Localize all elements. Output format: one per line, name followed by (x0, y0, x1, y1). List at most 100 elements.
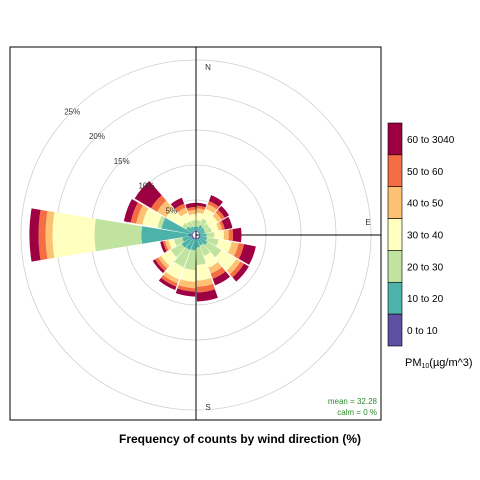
compass-labels: N E S (205, 63, 371, 412)
sector-290-band-4 (136, 205, 149, 225)
legend-swatch (387, 218, 403, 251)
sector-330-band-2 (186, 221, 193, 228)
sector-330-band-5 (174, 203, 186, 213)
sector-350-band-0 (194, 230, 196, 233)
sector-150-band-3 (203, 252, 219, 268)
legend-label: 40 to 50 (407, 199, 444, 210)
legend-swatch (387, 281, 403, 315)
sector-110-band-1 (200, 235, 208, 241)
sector-30-band-2 (199, 218, 208, 227)
sector-190-band-5 (177, 285, 196, 292)
legend-title-unit: (µg/m^3) (429, 357, 472, 369)
sector-270-band-5 (38, 209, 48, 261)
sector-90-band-5 (228, 229, 234, 241)
compass-label-e: E (365, 218, 370, 227)
sector-230-band-0 (191, 236, 194, 239)
radial-tick-label: 25% (64, 107, 80, 116)
wind-sectors (29, 180, 256, 302)
sector-150-band-2 (199, 243, 211, 256)
legend-swatch (387, 250, 403, 283)
sector-230-band-2 (170, 243, 186, 258)
sector-190-band-2 (184, 249, 196, 270)
sector-310-band-1 (186, 226, 194, 233)
sector-110-band-3 (216, 239, 232, 253)
sector-250-band-0 (191, 235, 194, 238)
sector-310-band-0 (192, 231, 194, 234)
sector-150-band-0 (197, 237, 200, 240)
sector-190-band-1 (190, 238, 196, 251)
sector-190-band-3 (180, 268, 196, 282)
sector-90-band-4 (223, 229, 229, 241)
sector-10-band-2 (196, 220, 201, 228)
sector-230-band-3 (161, 250, 177, 266)
sector-250-band-2 (173, 237, 184, 246)
sector-250-band-4 (165, 240, 172, 251)
sector-210-band-5 (161, 275, 178, 287)
sector-70-band-2 (203, 227, 212, 234)
stat-mean: mean = 32.28 (328, 397, 378, 406)
sector-70-band-3 (210, 223, 219, 232)
sector-10-band-3 (196, 212, 204, 222)
sector-170-band-5 (196, 283, 215, 293)
sector-50-band-0 (198, 231, 200, 234)
sector-70-band-0 (198, 232, 201, 235)
sector-350-band-4 (187, 209, 196, 216)
sector-130-band-1 (199, 237, 208, 246)
sector-170-band-6 (196, 289, 218, 302)
sector-170-band-3 (196, 263, 211, 281)
sector-130-band-0 (198, 236, 201, 239)
legend-label: 20 to 30 (407, 262, 444, 273)
sector-270-band-2 (94, 218, 143, 252)
sector-290-band-5 (130, 202, 143, 224)
sector-270-band-3 (52, 212, 96, 258)
sector-110-band-5 (233, 243, 245, 259)
sector-250-band-6 (160, 241, 167, 253)
sector-290-band-6 (123, 199, 138, 223)
sector-210-band-2 (174, 247, 191, 268)
sector-310-band-2 (182, 222, 189, 230)
sector-230-band-1 (181, 237, 193, 248)
sector-350-band-2 (191, 220, 196, 228)
sector-110-band-6 (238, 244, 256, 265)
sector-110-band-0 (198, 235, 201, 238)
sector-230-band-4 (158, 255, 170, 269)
legend-swatch (387, 154, 403, 188)
sector-290-band-1 (161, 217, 193, 235)
legend-title-main: PM (405, 357, 422, 369)
sector-330-band-1 (190, 226, 195, 232)
sector-30-band-5 (207, 200, 220, 210)
sector-70-band-5 (219, 220, 225, 231)
sector-290-band-0 (191, 232, 194, 235)
sector-210-band-4 (163, 271, 180, 284)
sector-270-band-6 (29, 208, 41, 262)
sector-270-band-0 (189, 233, 193, 237)
legend-swatch (387, 122, 403, 156)
sector-50-band-4 (212, 212, 222, 223)
sector-150-band-1 (197, 238, 204, 246)
sector-70-band-4 (216, 222, 223, 231)
legend-swatch (387, 313, 403, 347)
legend-label: 30 to 40 (407, 231, 444, 242)
sector-110-band-4 (227, 241, 239, 257)
stat-calm: calm = 0 % (337, 408, 377, 417)
sector-90-band-1 (200, 233, 207, 237)
sector-10-band-0 (196, 230, 198, 233)
legend-label: 60 to 3040 (407, 135, 455, 146)
sector-190-band-4 (178, 279, 196, 289)
sector-310-band-3 (165, 208, 186, 227)
sector-90-band-6 (232, 227, 242, 243)
radial-tick-label: 20% (89, 132, 105, 141)
sector-250-band-1 (182, 235, 192, 242)
sector-310-band-4 (156, 200, 174, 218)
sector-50-band-2 (202, 223, 210, 230)
sector-350-band-5 (186, 207, 196, 212)
sector-10-band-6 (196, 202, 207, 208)
sector-30-band-6 (208, 195, 223, 207)
radial-tick-labels: 5% 10% 15% 20% 25% (64, 107, 177, 215)
sector-230-band-5 (155, 257, 168, 272)
sector-30-band-4 (205, 204, 217, 214)
sector-230-band-6 (152, 259, 165, 274)
sector-190-band-6 (175, 288, 196, 297)
sector-350-band-1 (193, 226, 196, 232)
